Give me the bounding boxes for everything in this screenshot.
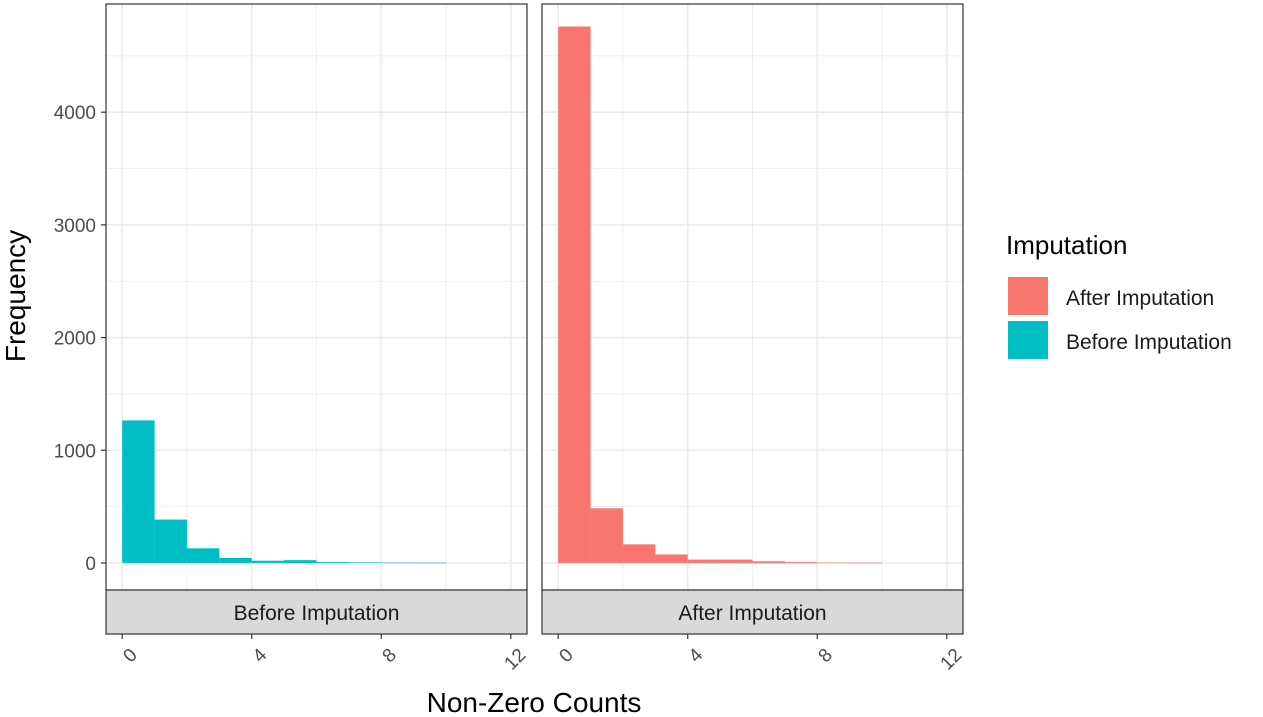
- legend-label-before-imputation: Before Imputation: [1066, 331, 1232, 354]
- histogram-bar: [687, 559, 721, 563]
- histogram-bar: [752, 561, 785, 563]
- legend-key-after-imputation: [1008, 277, 1048, 315]
- histogram-bar: [817, 562, 850, 564]
- facet-strip: [541, 589, 964, 635]
- histogram-bar: [186, 548, 220, 563]
- facet-panels: Before Imputation 0 4 8 12 After Imputation 0 4…: [105, 3, 967, 675]
- histogram-bar: [413, 562, 447, 564]
- histogram-bar: [590, 508, 623, 563]
- facet-strip-label: After Imputation: [678, 602, 826, 625]
- x-tick-label: 4: [249, 644, 272, 667]
- legend-label-after-imputation: After Imputation: [1066, 287, 1214, 310]
- facet-panel: After Imputation 0 4 8 12: [541, 3, 967, 675]
- y-tick-label: 2000: [54, 329, 96, 350]
- y-tick-label: 0: [85, 554, 96, 575]
- y-axis-title: Frequency: [0, 230, 31, 362]
- histogram-bar: [558, 26, 591, 563]
- histogram-bar: [219, 557, 252, 563]
- histogram-bar: [622, 544, 656, 563]
- legend: Imputation After Imputation Before Imput…: [1006, 230, 1232, 359]
- histogram-bar: [251, 560, 285, 563]
- y-tick-label: 1000: [54, 441, 96, 462]
- histogram-bar: [348, 562, 382, 563]
- histogram-bar: [381, 562, 414, 564]
- facet-strip-label: Before Imputation: [234, 602, 400, 625]
- facet-panel: Before Imputation 0 4 8 12: [105, 3, 531, 675]
- y-tick-label: 4000: [54, 103, 96, 124]
- histogram-bar: [284, 560, 317, 563]
- x-tick-label: 8: [379, 645, 401, 667]
- histogram-bar: [784, 562, 818, 563]
- y-axis: 0 1000 2000 3000 4000: [54, 103, 106, 575]
- x-tick-label: 12: [501, 645, 531, 675]
- legend-key-before-imputation: [1008, 321, 1048, 359]
- histogram-bar: [154, 519, 187, 563]
- histogram-bar: [655, 554, 688, 563]
- legend-title: Imputation: [1006, 230, 1127, 260]
- y-tick-label: 3000: [54, 216, 96, 237]
- histogram-bar: [849, 562, 883, 564]
- x-tick-label: 0: [119, 645, 141, 667]
- facet-strip: [105, 589, 528, 635]
- x-axis-title: Non-Zero Counts: [427, 687, 642, 717]
- histogram-bar: [316, 562, 349, 563]
- histogram-bar: [720, 559, 753, 563]
- x-tick-label: 12: [937, 645, 967, 675]
- histogram-bar: [122, 420, 155, 563]
- x-tick-label: 8: [815, 645, 837, 667]
- x-tick-label: 0: [555, 645, 577, 667]
- x-tick-label: 4: [685, 644, 708, 667]
